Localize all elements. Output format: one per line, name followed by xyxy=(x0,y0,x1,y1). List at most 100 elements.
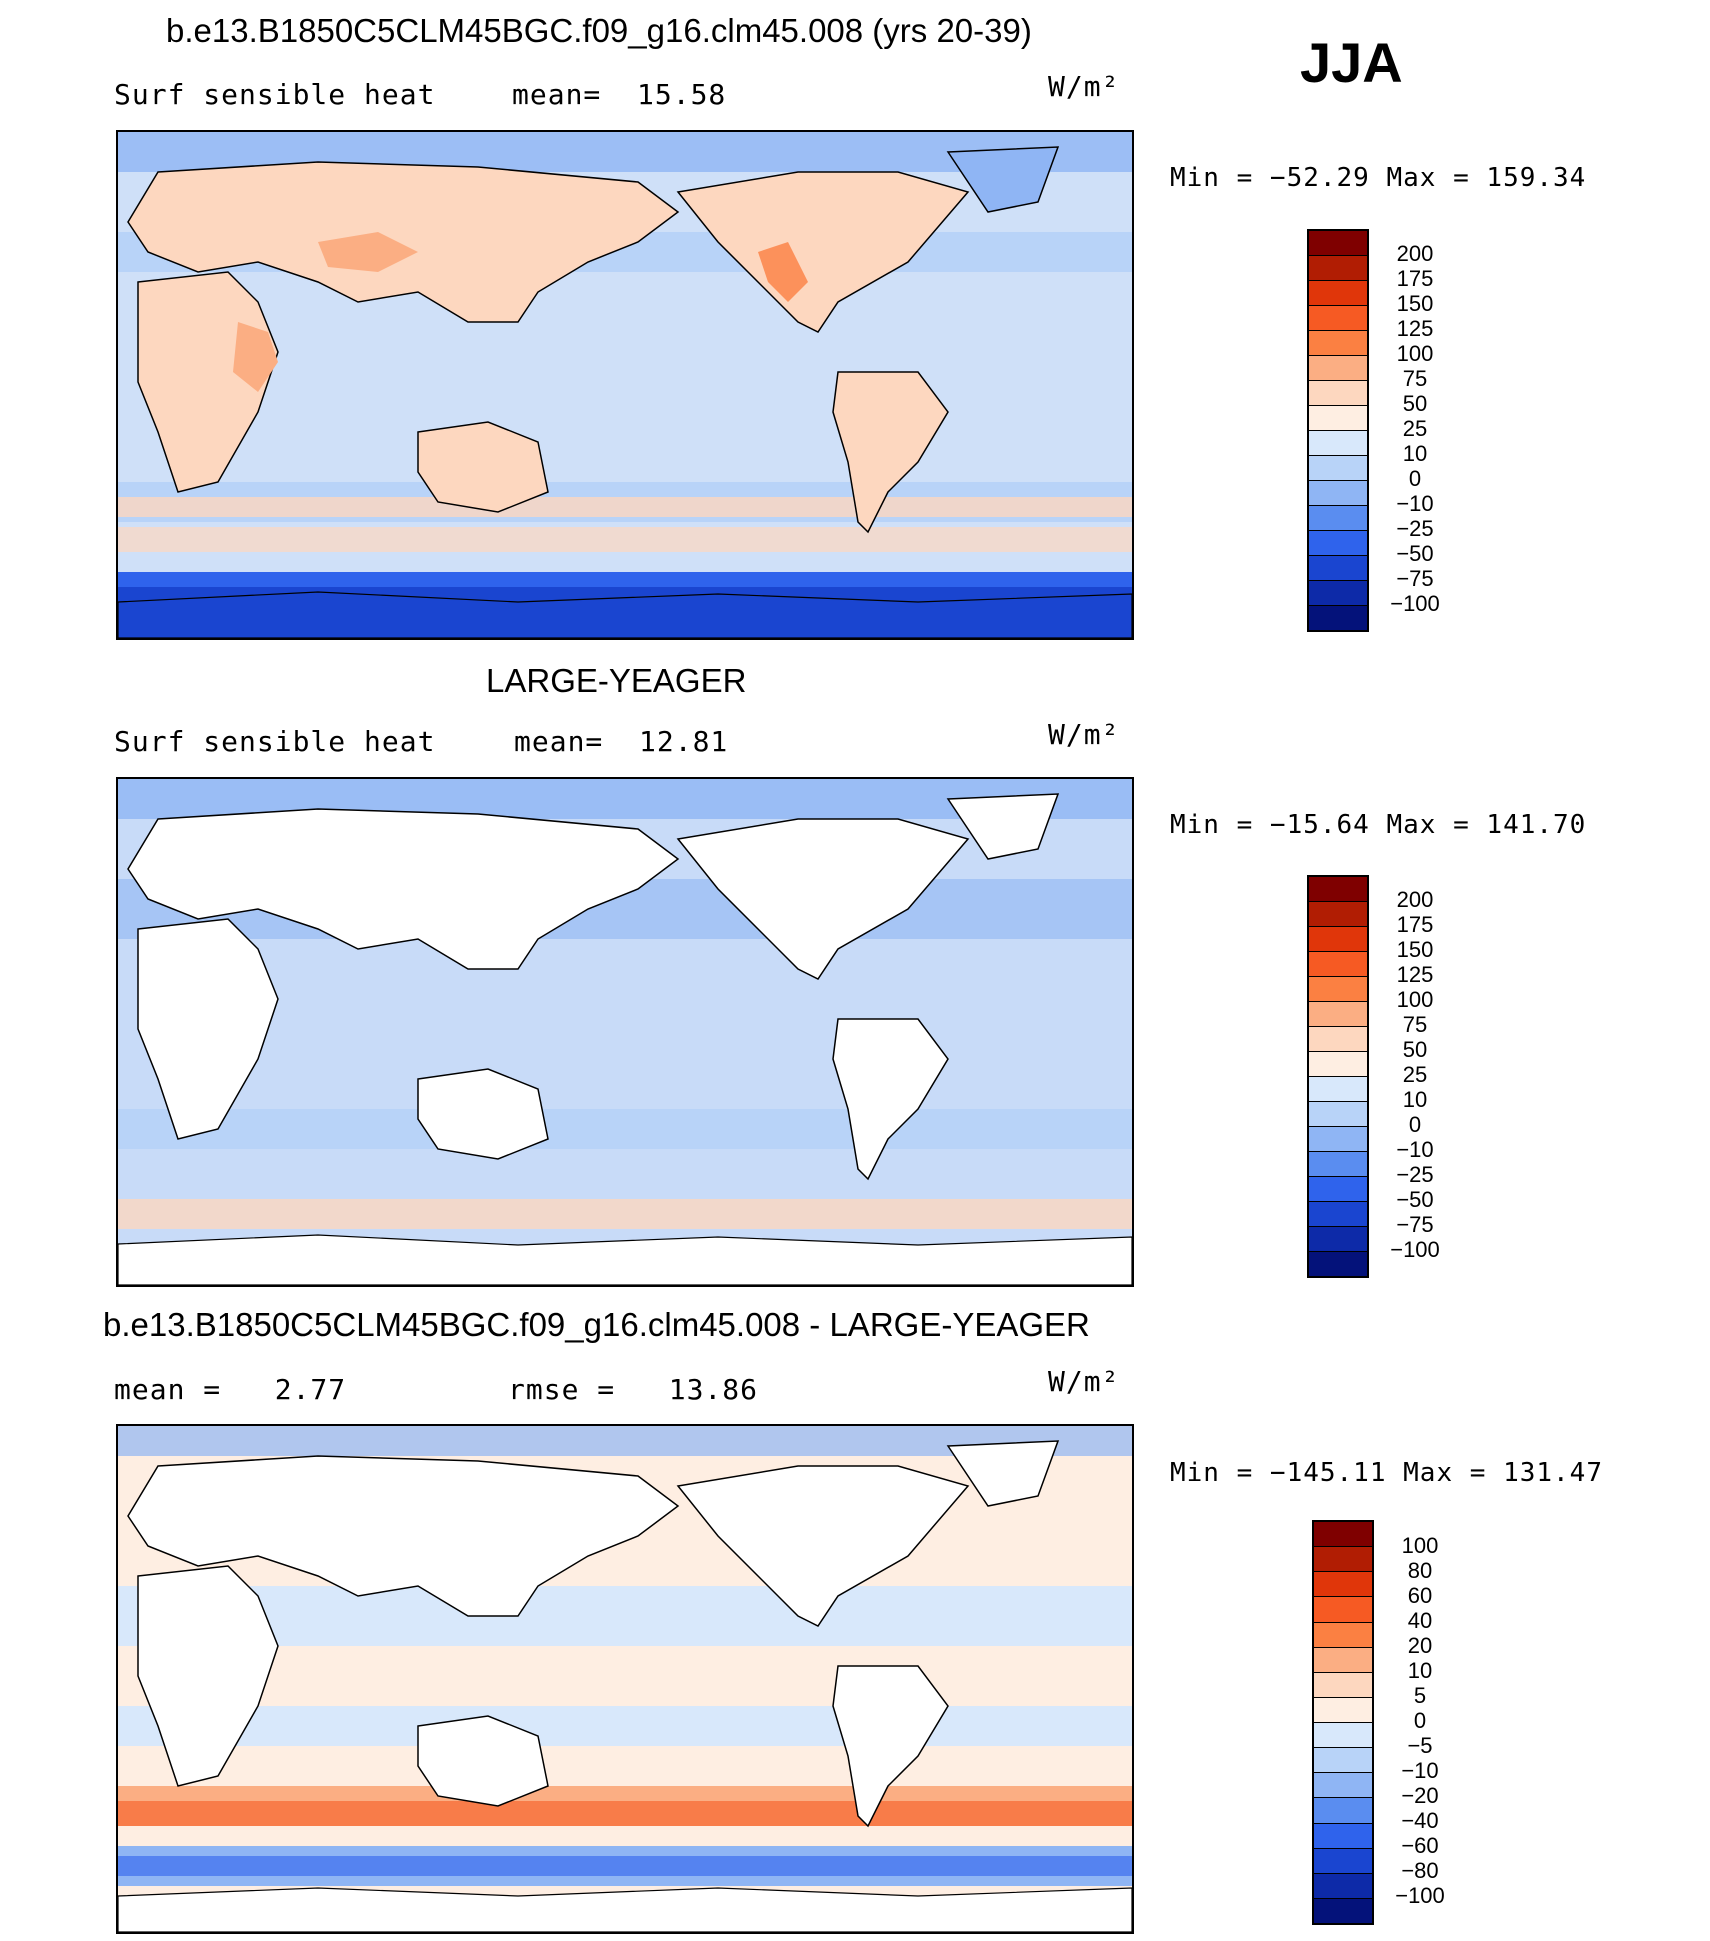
colorbar-swatch xyxy=(1309,481,1367,506)
colorbar-swatch xyxy=(1309,1227,1367,1252)
continent-south-america xyxy=(832,1018,949,1181)
colorbar-tick-label: 125 xyxy=(1396,962,1434,987)
panel-3-colorbar-ticks: 100 80 60 40 20 10 5 0 −5 −10 −20 −40 −60 −80 −100 xyxy=(1385,1533,1455,1908)
continent-north-america xyxy=(676,171,970,333)
colorbar-tick-label: 80 xyxy=(1407,1558,1433,1583)
colorbar-swatch xyxy=(1314,1522,1372,1548)
colorbar-swatch xyxy=(1309,231,1367,256)
panel-1-minmax: Min = −52.29 Max = 159.34 xyxy=(1170,163,1587,193)
colorbar-swatch xyxy=(1314,1898,1372,1923)
continent-australia xyxy=(417,421,549,513)
colorbar-tick-label: −25 xyxy=(1396,1162,1434,1187)
continent-antarctica xyxy=(118,591,1132,638)
panel-3-mean-label: mean = 2.77 xyxy=(114,1373,347,1406)
colorbar-tick-label: 50 xyxy=(1402,1037,1428,1062)
panel-3-map-svg xyxy=(118,1426,1132,1932)
panel-3-colorbar xyxy=(1312,1520,1374,1925)
continent-eurasia xyxy=(127,1455,680,1617)
continent-south-america xyxy=(832,1665,949,1828)
colorbar-swatch xyxy=(1314,1647,1372,1673)
colorbar-swatch xyxy=(1314,1848,1372,1874)
colorbar-swatch xyxy=(1314,1773,1372,1799)
panel-1-map-svg xyxy=(118,132,1132,638)
colorbar-tick-label: 5 xyxy=(1413,1683,1427,1708)
colorbar-swatch xyxy=(1309,606,1367,630)
colorbar-swatch xyxy=(1314,1547,1372,1573)
colorbar-swatch xyxy=(1309,1052,1367,1077)
continent-africa xyxy=(137,1565,279,1787)
continent-antarctica xyxy=(118,1887,1132,1932)
colorbar-swatch xyxy=(1314,1748,1372,1774)
colorbar-tick-label: −100 xyxy=(1390,1237,1440,1262)
colorbar-swatch xyxy=(1314,1697,1372,1723)
colorbar-swatch xyxy=(1309,1102,1367,1127)
colorbar-swatch xyxy=(1309,977,1367,1002)
colorbar-tick-label: −100 xyxy=(1390,591,1440,616)
panel-2-mean-label: mean= 12.81 xyxy=(514,725,729,758)
colorbar-tick-label: 25 xyxy=(1402,1062,1428,1087)
colorbar-tick-label: 50 xyxy=(1402,391,1428,416)
colorbar-tick-label: 0 xyxy=(1413,1708,1427,1733)
colorbar-tick-label: 10 xyxy=(1407,1658,1433,1683)
colorbar-swatch xyxy=(1309,1077,1367,1102)
colorbar-swatch xyxy=(1309,581,1367,606)
colorbar-tick-label: −50 xyxy=(1396,541,1434,566)
colorbar-tick-label: −5 xyxy=(1407,1733,1433,1758)
colorbar-swatch xyxy=(1309,256,1367,281)
colorbar-tick-label: 10 xyxy=(1402,1087,1428,1112)
colorbar-tick-label: 0 xyxy=(1408,466,1422,491)
colorbar-swatch xyxy=(1314,1622,1372,1648)
colorbar-swatch xyxy=(1309,531,1367,556)
panel-3-rmse-label: rmse = 13.86 xyxy=(508,1373,759,1406)
continent-north-america xyxy=(676,818,970,980)
colorbar-swatch xyxy=(1309,281,1367,306)
colorbar-tick-label: 175 xyxy=(1396,912,1434,937)
continent-antarctica xyxy=(118,1234,1132,1285)
colorbar-swatch xyxy=(1314,1798,1372,1824)
panel-2-minmax: Min = −15.64 Max = 141.70 xyxy=(1170,810,1587,840)
colorbar-tick-label: −10 xyxy=(1401,1758,1439,1783)
colorbar-tick-label: −20 xyxy=(1401,1783,1439,1808)
colorbar-tick-label: −40 xyxy=(1401,1808,1439,1833)
colorbar-swatch xyxy=(1309,1127,1367,1152)
colorbar-tick-label: −75 xyxy=(1396,566,1434,591)
colorbar-swatch xyxy=(1309,1027,1367,1052)
colorbar-swatch xyxy=(1309,1177,1367,1202)
colorbar-tick-label: 150 xyxy=(1396,937,1434,962)
continent-greenland xyxy=(946,1440,1060,1507)
colorbar-swatch xyxy=(1309,431,1367,456)
panel-1-colorbar xyxy=(1307,229,1369,632)
continent-eurasia xyxy=(127,808,680,970)
colorbar-tick-label: 25 xyxy=(1402,416,1428,441)
colorbar-swatch xyxy=(1314,1672,1372,1698)
colorbar-tick-label: 75 xyxy=(1402,366,1428,391)
season-label: JJA xyxy=(1300,31,1403,94)
panel-3-units: W/m² xyxy=(1048,1365,1120,1398)
colorbar-swatch xyxy=(1314,1597,1372,1623)
colorbar-tick-label: 150 xyxy=(1396,291,1434,316)
colorbar-swatch xyxy=(1309,406,1367,431)
panel-3-title: b.e13.B1850C5CLM45BGC.f09_g16.clm45.008 … xyxy=(103,1306,1090,1343)
colorbar-swatch xyxy=(1309,952,1367,977)
continent-greenland xyxy=(946,793,1060,860)
colorbar-swatch xyxy=(1309,877,1367,902)
colorbar-tick-label: 40 xyxy=(1407,1608,1433,1633)
colorbar-swatch xyxy=(1314,1723,1372,1749)
panel-1-units: W/m² xyxy=(1048,70,1120,103)
colorbar-swatch xyxy=(1309,1202,1367,1227)
panel-1-map xyxy=(116,130,1134,640)
panel-2-map xyxy=(116,777,1134,1287)
continent-africa xyxy=(137,918,279,1140)
panel-3-minmax: Min = −145.11 Max = 131.47 xyxy=(1170,1458,1603,1488)
colorbar-tick-label: 175 xyxy=(1396,266,1434,291)
colorbar-swatch xyxy=(1309,1002,1367,1027)
colorbar-tick-label: 0 xyxy=(1408,1112,1422,1137)
colorbar-tick-label: 20 xyxy=(1407,1633,1433,1658)
panel-3-map xyxy=(116,1424,1134,1934)
colorbar-tick-label: 100 xyxy=(1401,1533,1439,1558)
colorbar-tick-label: −10 xyxy=(1396,1137,1434,1162)
panel-1-title: b.e13.B1850C5CLM45BGC.f09_g16.clm45.008 … xyxy=(166,12,1032,49)
colorbar-swatch xyxy=(1309,456,1367,481)
continent-australia xyxy=(417,1715,549,1807)
colorbar-swatch xyxy=(1309,1252,1367,1276)
